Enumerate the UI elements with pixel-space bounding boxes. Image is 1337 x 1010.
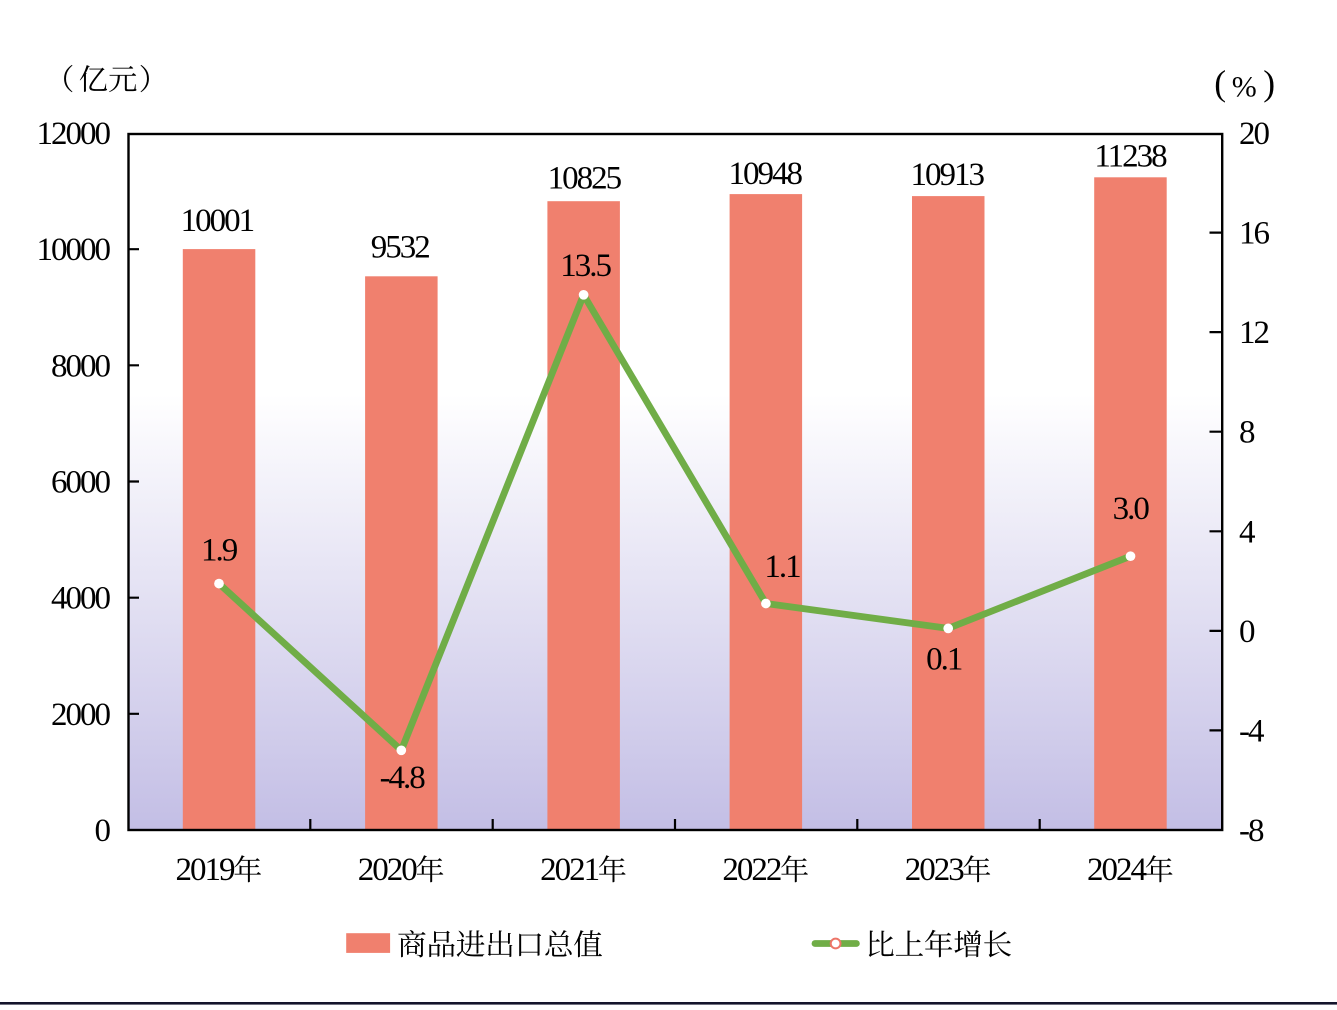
svg-text:(: ( [1214, 63, 1226, 103]
svg-text:10825: 10825 [548, 160, 622, 196]
svg-text:0.1: 0.1 [926, 642, 962, 678]
svg-text:10001: 10001 [181, 203, 254, 239]
svg-text:12: 12 [1239, 315, 1269, 351]
svg-text:1.9: 1.9 [201, 532, 238, 568]
svg-text:10948: 10948 [728, 156, 802, 192]
svg-text:8000: 8000 [51, 348, 111, 384]
svg-text:10000: 10000 [37, 232, 111, 268]
svg-text:-4: -4 [1239, 713, 1264, 749]
svg-text:16: 16 [1239, 216, 1270, 252]
svg-text:4000: 4000 [51, 581, 111, 617]
svg-text:4: 4 [1239, 514, 1255, 550]
svg-text:0: 0 [1239, 614, 1255, 650]
svg-text:2000: 2000 [51, 697, 111, 733]
svg-text:20: 20 [1239, 116, 1270, 152]
svg-text:9532: 9532 [371, 230, 430, 266]
svg-text:10913: 10913 [911, 157, 985, 193]
svg-text:-8: -8 [1239, 813, 1264, 849]
svg-text:3.0: 3.0 [1113, 491, 1150, 527]
svg-text:6000: 6000 [51, 465, 111, 501]
svg-text:%: % [1232, 70, 1256, 103]
svg-text:2024: 2024 [1087, 852, 1147, 888]
svg-text:12000: 12000 [37, 116, 111, 152]
svg-text:2023: 2023 [905, 852, 965, 888]
svg-text:): ) [1263, 63, 1275, 103]
svg-text:2019: 2019 [176, 852, 236, 888]
svg-text:-4.8: -4.8 [380, 760, 426, 796]
svg-text:2020: 2020 [358, 852, 418, 888]
svg-text:11238: 11238 [1094, 139, 1167, 175]
svg-text:1.1: 1.1 [764, 549, 800, 585]
svg-text:2021: 2021 [540, 852, 599, 888]
svg-text:0: 0 [95, 813, 111, 849]
svg-text:8: 8 [1239, 415, 1255, 451]
svg-text:2022: 2022 [722, 852, 781, 888]
svg-text:13.5: 13.5 [560, 248, 611, 284]
